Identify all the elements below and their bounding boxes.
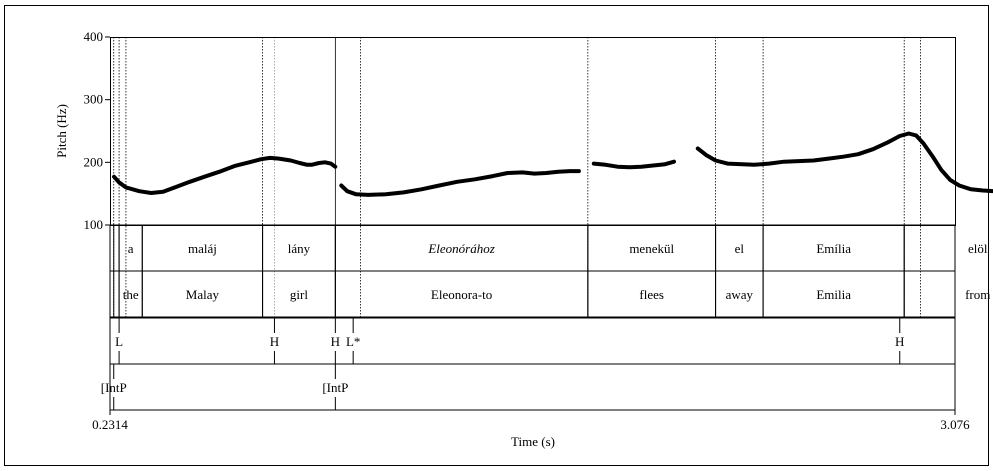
axes: Pitch (Hz) Time (s) 0.2314 3.076 400 300 2…	[54, 29, 970, 449]
tier-point-label: [IntP	[101, 380, 127, 395]
pitch-segment-1	[112, 155, 338, 195]
tier-interval-label: Emilia	[816, 287, 851, 302]
tier-point-label: L	[115, 334, 123, 349]
tier-interval-label: away	[726, 287, 754, 302]
tier-interval-label: from	[965, 287, 990, 302]
x-tick-label-end: 3.076	[940, 417, 970, 432]
x-tick-label-start: 0.2314	[92, 417, 128, 432]
y-tick-label: 300	[84, 92, 104, 107]
tier-interval-label: a	[128, 241, 134, 256]
pitch-segment-2	[339, 169, 581, 197]
x-axis-label: Time (s)	[511, 434, 555, 449]
tier-box	[109, 270, 956, 318]
tier-interval-label: girl	[290, 287, 308, 302]
y-tick-label: 200	[84, 154, 104, 169]
tier-interval-label: Emília	[816, 241, 851, 256]
pitch-contour	[112, 131, 993, 197]
tier-point-label: L*	[346, 334, 360, 349]
pitch-segment-4	[695, 131, 993, 194]
y-tick-label: 400	[84, 29, 104, 44]
tier-interval-label: the	[123, 287, 139, 302]
tier-interval-label: Eleonora-to	[431, 287, 492, 302]
tier-interval-label: maláj	[188, 241, 217, 256]
tier-point-label: H	[331, 334, 340, 349]
tier-interval-label: Eleonórához	[427, 241, 494, 256]
tier-point-label: H	[895, 334, 904, 349]
figure-border	[4, 5, 989, 466]
tier-interval-label: Malay	[186, 287, 220, 302]
y-tick-label: 100	[84, 217, 104, 232]
tier-point-label: H	[270, 334, 279, 349]
tier-interval-label: el	[735, 241, 745, 256]
tier-interval-label: flees	[639, 287, 664, 302]
annotation-tiers: a maláj lány Eleonórához menekül el Emília elöl…	[101, 224, 990, 411]
tier-interval-label: menekül	[629, 241, 674, 256]
tier-box	[109, 363, 956, 411]
pitch-segment-3	[591, 159, 676, 170]
plot-area	[110, 37, 956, 226]
tier-interval-label: lány	[288, 241, 311, 256]
tier-interval-label: elöl	[968, 241, 988, 256]
tier-point-label: [IntP	[322, 380, 348, 395]
y-axis-label: Pitch (Hz)	[54, 104, 69, 158]
